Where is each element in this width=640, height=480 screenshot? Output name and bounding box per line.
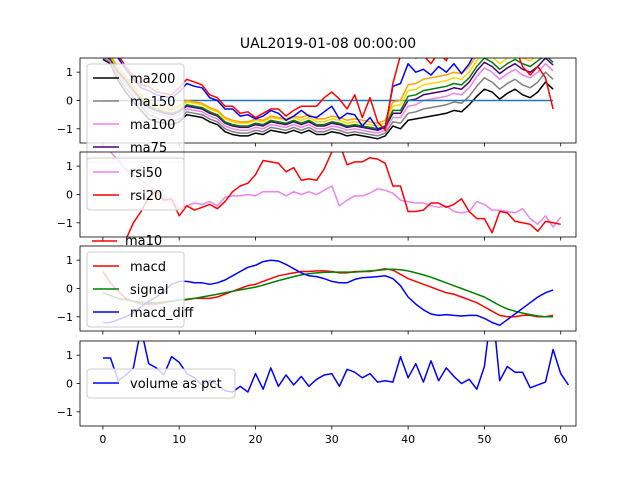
- legend: rsi50 rsi20: [86, 157, 185, 211]
- legend-label-ma150: ma150: [130, 95, 175, 110]
- y-tick-label: −1: [57, 406, 73, 419]
- series-line-rsi20: [126, 152, 561, 237]
- legend-label-volume as pct: volume as pct: [130, 377, 222, 392]
- legend-label-macd_diff: macd_diff: [130, 306, 194, 321]
- x-tick-label: 50: [477, 433, 491, 446]
- chart-title: UAL2019-01-08 00:00:00: [240, 36, 416, 52]
- y-tick-label: −1: [57, 311, 73, 324]
- x-tick-label: 0: [99, 433, 106, 446]
- x-tick-label: 20: [249, 433, 263, 446]
- y-tick-label: 0: [66, 189, 73, 202]
- legend-label-partial: ma10: [125, 234, 162, 249]
- legend-box: [86, 368, 236, 399]
- legend-label-ma75: ma75: [130, 141, 167, 156]
- y-tick-label: 1: [66, 160, 73, 173]
- y-tick-label: 1: [66, 254, 73, 267]
- legend-label-ma100: ma100: [130, 118, 175, 133]
- legend-label-ma200: ma200: [130, 72, 175, 87]
- legend: ma200 ma150 ma100 ma75: [86, 63, 185, 163]
- legend-label-rsi50: rsi50: [130, 166, 162, 181]
- y-tick-label: 0: [66, 378, 73, 391]
- y-tick-label: 1: [66, 349, 73, 362]
- legend-label-macd: macd: [130, 260, 166, 275]
- y-tick-label: −1: [57, 217, 73, 230]
- y-tick-label: −1: [57, 123, 73, 136]
- y-tick-label: 1: [66, 66, 73, 79]
- legend: volume as pct: [86, 368, 236, 399]
- legend-box: [86, 251, 185, 328]
- x-tick-label: 60: [554, 433, 568, 446]
- y-tick-label: 0: [66, 95, 73, 108]
- x-tick-label: 40: [401, 433, 415, 446]
- legend-label-rsi20: rsi20: [130, 189, 162, 204]
- series-line-volume as pct: [102, 341, 570, 393]
- x-tick-label: 10: [172, 433, 186, 446]
- legend-box: [86, 157, 185, 211]
- x-tick-label: 30: [325, 433, 339, 446]
- legend-label-signal: signal: [130, 283, 168, 298]
- y-tick-label: 0: [66, 283, 73, 296]
- legend: ma10 macd signal macd_diff: [86, 234, 194, 328]
